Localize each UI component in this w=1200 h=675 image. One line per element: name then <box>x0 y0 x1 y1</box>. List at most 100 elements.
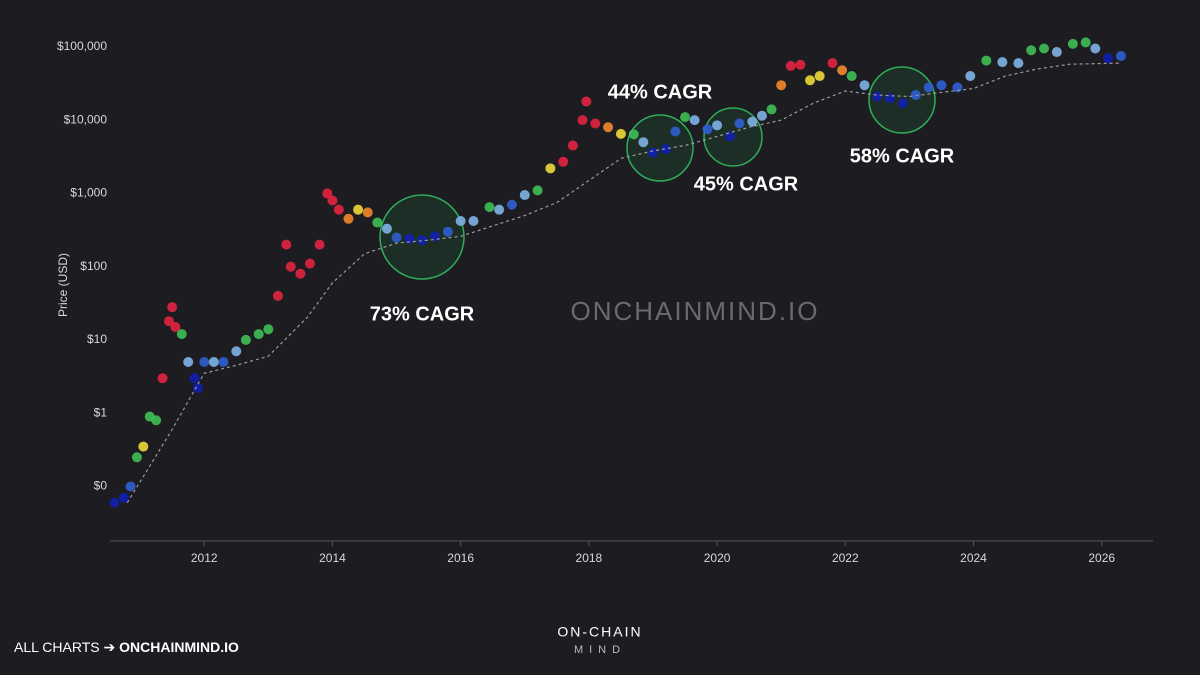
price-dot <box>314 239 325 250</box>
moving-average-line <box>126 62 1121 504</box>
price-dot <box>183 356 194 367</box>
price-dot <box>747 116 758 127</box>
price-dot <box>218 356 229 367</box>
x-tick-label: 2016 <box>447 551 474 565</box>
price-dot <box>170 322 181 333</box>
x-tick-label: 2014 <box>319 551 346 565</box>
price-dot <box>417 235 428 246</box>
footer-link: ALL CHARTS ➔ ONCHAINMIND.IO <box>14 639 239 655</box>
x-tick-label: 2020 <box>704 551 731 565</box>
x-tick-label: 2026 <box>1088 551 1115 565</box>
price-dot <box>577 115 588 126</box>
watermark: ONCHAINMIND.IO <box>571 296 820 326</box>
price-dot <box>628 129 639 140</box>
price-dot <box>231 346 242 357</box>
price-dot <box>199 356 210 367</box>
price-dot <box>322 188 333 199</box>
price-dot <box>208 356 219 367</box>
price-dot <box>615 128 626 139</box>
brand-top: ON-CHAIN <box>557 624 642 640</box>
footer-prefix: ALL CHARTS ➔ <box>14 639 119 655</box>
price-dot <box>151 415 162 426</box>
price-dot <box>897 98 908 109</box>
annotation: 45% CAGR <box>694 173 799 195</box>
price-dot <box>965 71 976 82</box>
price-dot <box>776 80 787 91</box>
price-dot <box>724 131 735 142</box>
price-dot <box>138 441 149 452</box>
price-dot <box>519 190 530 201</box>
price-dot <box>936 80 947 91</box>
price-dot <box>295 268 306 279</box>
price-dot <box>381 223 392 234</box>
y-axis-label: Price (USD) <box>56 253 70 317</box>
price-dot <box>333 204 344 215</box>
price-dot <box>805 75 816 86</box>
price-dot <box>494 204 505 215</box>
price-dot <box>1067 38 1078 49</box>
price-dot <box>680 112 691 123</box>
price-dot <box>1051 47 1062 58</box>
price-dot <box>785 60 796 71</box>
price-dot <box>240 334 251 345</box>
price-dot <box>702 124 713 135</box>
price-dot <box>362 207 373 218</box>
price-dot <box>343 213 354 224</box>
price-dot <box>734 118 745 129</box>
x-tick-label: 2018 <box>576 551 603 565</box>
price-dot <box>157 373 168 384</box>
price-dot <box>590 118 601 129</box>
price-dot <box>923 82 934 93</box>
price-dot <box>192 383 203 394</box>
price-dot <box>795 59 806 70</box>
brand-bottom: MIND <box>574 644 626 656</box>
price-dot <box>285 261 296 272</box>
annotation: 73% CAGR <box>370 303 475 325</box>
price-dot <box>532 185 543 196</box>
price-dot <box>305 258 316 269</box>
price-dot <box>837 65 848 76</box>
y-tick-label: $100 <box>80 259 107 273</box>
price-dot <box>281 239 292 250</box>
price-dot <box>468 216 479 227</box>
price-dot <box>766 104 777 115</box>
y-tick-label: $10,000 <box>64 112 108 126</box>
price-dot <box>670 126 681 137</box>
x-tick-label: 2022 <box>832 551 859 565</box>
price-dot <box>603 122 614 133</box>
price-dot <box>689 115 700 126</box>
price-dot <box>455 216 466 227</box>
highlight-circle <box>626 114 694 182</box>
price-dot <box>125 481 136 492</box>
price-dot <box>756 110 767 121</box>
price-dot <box>647 147 658 158</box>
price-dot <box>581 96 592 107</box>
price-dot <box>404 233 415 244</box>
price-dot <box>712 120 723 131</box>
price-dot <box>263 324 274 335</box>
price-dot <box>272 290 283 301</box>
price-dot <box>997 57 1008 68</box>
footer-link-text[interactable]: ONCHAINMIND.IO <box>119 639 239 655</box>
y-tick-label: $100,000 <box>57 39 107 53</box>
annotation: 44% CAGR <box>608 81 713 103</box>
price-dot <box>1080 37 1091 48</box>
price-dot <box>885 93 896 104</box>
price-dot <box>827 58 838 69</box>
price-dot <box>253 329 264 340</box>
price-dot <box>119 492 130 503</box>
price-dot <box>327 195 338 206</box>
y-tick-label: $1,000 <box>70 186 107 200</box>
price-dot <box>442 226 453 237</box>
price-dot <box>484 202 495 213</box>
price-dot <box>353 204 364 215</box>
price-dot <box>567 140 578 151</box>
price-dot <box>372 217 383 228</box>
annotation: 58% CAGR <box>850 145 955 167</box>
x-tick-label: 2012 <box>191 551 218 565</box>
price-dot <box>391 232 402 243</box>
price-dot <box>109 497 120 508</box>
price-dot <box>1039 43 1050 54</box>
price-dot <box>558 156 569 167</box>
